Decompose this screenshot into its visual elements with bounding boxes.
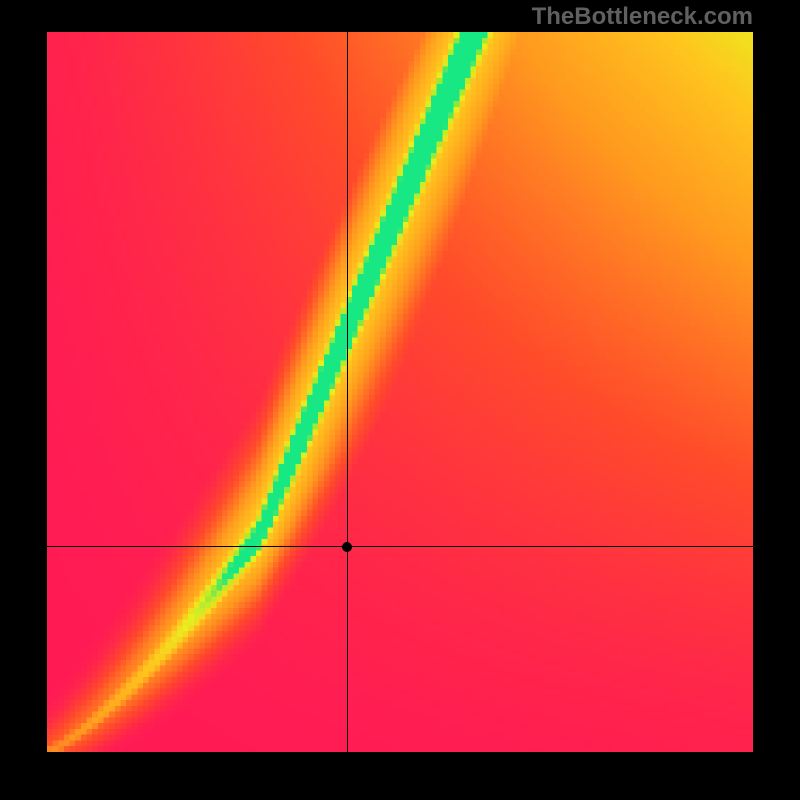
crosshair-marker	[342, 542, 352, 552]
crosshair-vertical	[347, 32, 348, 752]
bottleneck-heatmap	[47, 32, 753, 752]
watermark-text: TheBottleneck.com	[532, 3, 753, 31]
crosshair-horizontal	[47, 546, 753, 547]
chart-container: TheBottleneck.com	[0, 0, 800, 800]
